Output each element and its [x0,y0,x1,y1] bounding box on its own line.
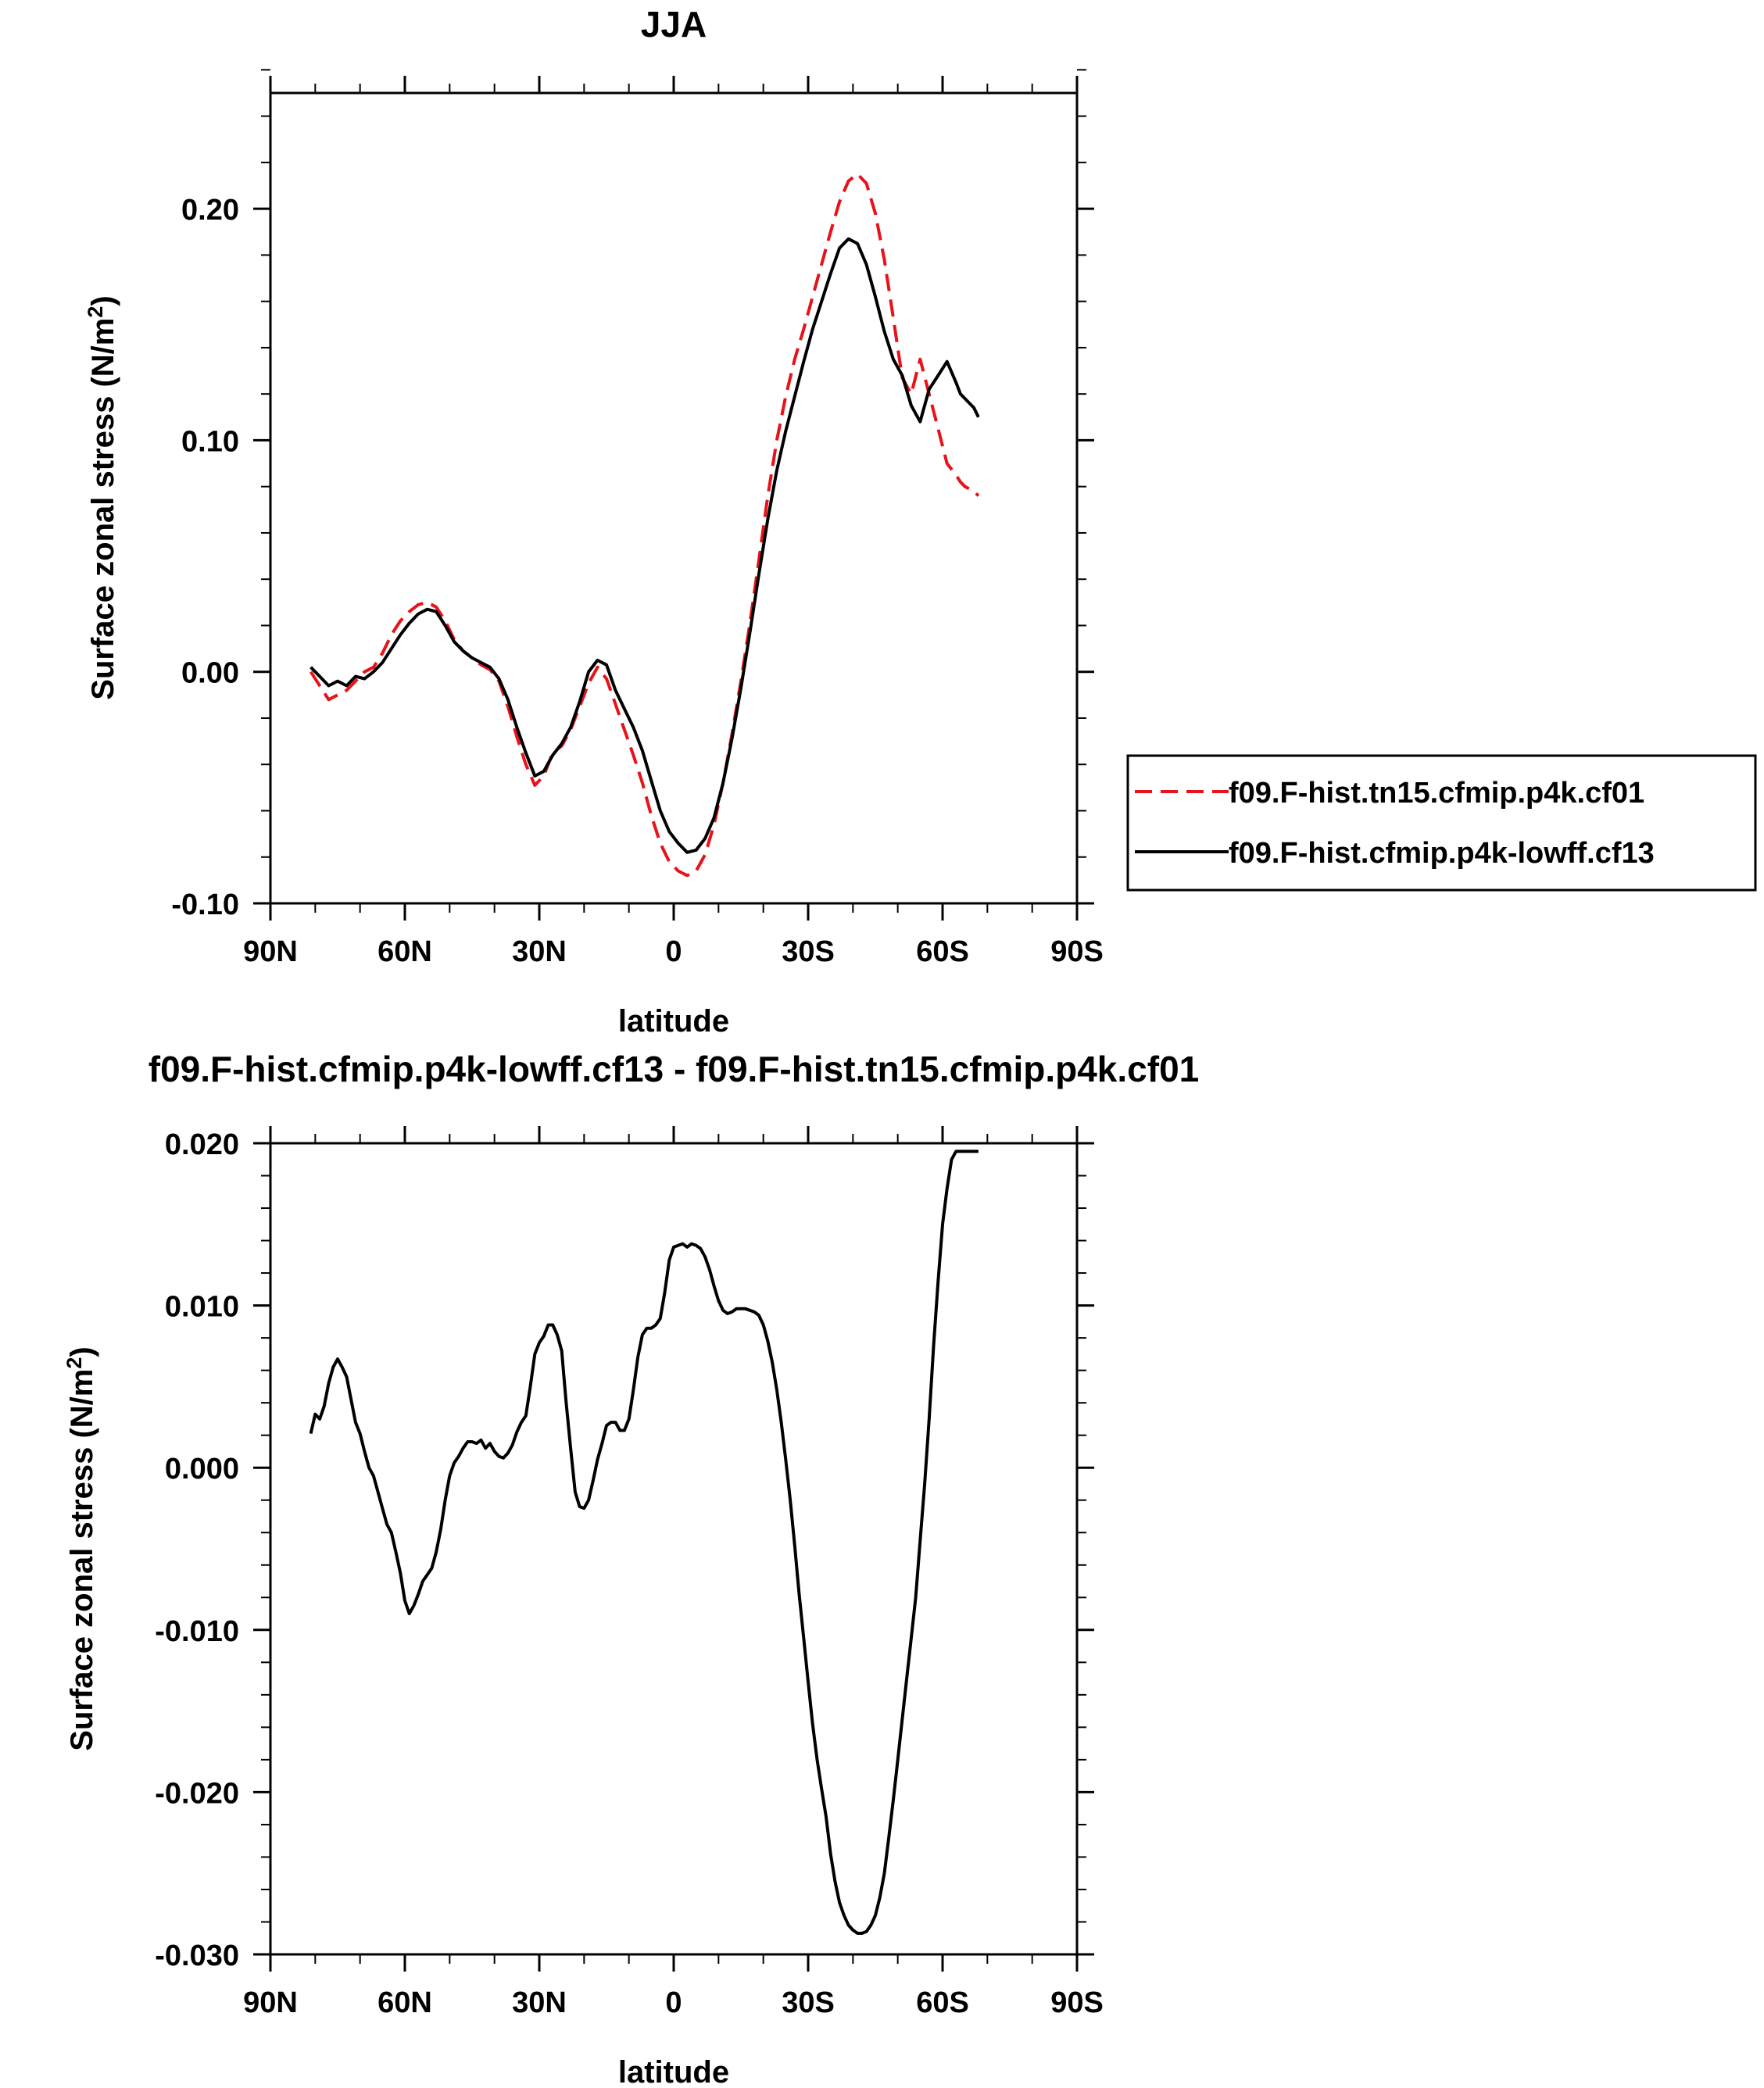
top-chart-y-axis-label-close: ) [86,295,120,306]
bottom-chart-y-axis-label-sup: 2 [63,1357,86,1369]
bottom-chart-x-tick-label: 30N [512,1986,567,2019]
bottom-chart-y-tick-label: 0.000 [165,1453,239,1486]
bottom-chart-y-tick-label: -0.020 [155,1777,239,1810]
top-chart-title: JJA [641,4,707,45]
top-chart-series-line-0 [309,172,980,878]
top-chart-lines [309,172,980,878]
bottom-chart-x-tick-label: 90N [243,1986,298,2019]
bottom-chart-x-tick-label: 60N [377,1986,432,2019]
top-chart-y-ticks: -0.10 0.00 0.10 0.20 [171,69,1094,921]
bottom-chart-x-axis-label: latitude [618,2055,729,2088]
legend-label-cf01: f09.F-hist.tn15.cfmip.p4k.cf01 [1229,777,1644,810]
top-chart-plot-frame [269,91,1079,905]
bottom-chart-title: f09.F-hist.cfmip.p4k-lowff.cf13 - f09.F-… [148,1049,1200,1089]
top-chart-x-tick-label: 0 [665,935,682,968]
top-chart-y-tick-label: 0.00 [181,657,239,690]
bottom-chart-x-tick-label: 30S [782,1986,835,2019]
top-chart-x-axis-label: latitude [618,1004,729,1039]
top-chart-series-line-1 [310,237,980,854]
top-chart: JJA -0.100.000.100.20 90N 60N 30N 0 30S 60S 90… [84,4,1757,1039]
top-chart-y-axis-label: Surface zonal stress (N/m2) [84,295,120,699]
top-chart-x-tick-label: 90N [243,935,298,968]
top-chart-y-tick-label: -0.10 [171,888,239,921]
bottom-chart-y-ticks: -0.030 -0.020 -0.010 0.000 0.010 0.020 [155,1128,1094,1972]
bottom-chart-x-ticks: 90N 60N 30N 0 30S 60S 90S [243,1126,1104,2019]
top-chart-x-tick-label: 30S [782,935,835,968]
bottom-chart-series-line-0 [309,1149,979,1935]
legend: f09.F-hist.tn15.cfmip.p4k.cf01 f09.F-his… [1126,754,1757,892]
top-chart-x-ticks: 90N 60N 30N 0 30S 60S 90S [243,76,1104,968]
bottom-chart: f09.F-hist.cfmip.p4k-lowff.cf13 - f09.F-… [63,1049,1199,2088]
top-chart-y-axis-label-main: Surface zonal stress (N/m [86,318,120,700]
bottom-chart-x-tick-label: 0 [665,1986,682,2019]
top-chart-x-tick-label: 30N [512,935,567,968]
top-chart-y-axis-label-sup: 2 [84,306,107,318]
top-chart-y-tick-label: 0.10 [181,425,239,458]
bottom-chart-x-tick-label: 60S [916,1986,969,2019]
top-chart-x-tick-label: 60S [916,935,969,968]
bottom-chart-plot-frame [269,1142,1079,1956]
top-chart-x-tick-label: 60N [377,935,432,968]
bottom-chart-x-tick-label: 90S [1050,1986,1104,2019]
legend-box [1126,754,1757,892]
bottom-chart-y-axis-label-main: Surface zonal stress (N/m [65,1369,99,1751]
bottom-chart-y-tick-label: 0.020 [165,1128,239,1161]
top-chart-x-tick-label: 90S [1050,935,1104,968]
bottom-chart-y-tick-label: -0.010 [155,1615,239,1648]
legend-label-cf13: f09.F-hist.cfmip.p4k-lowff.cf13 [1229,837,1655,870]
bottom-chart-y-axis-label: Surface zonal stress (N/m2) [63,1346,99,1750]
bottom-chart-y-tick-label: -0.030 [155,1940,239,1972]
bottom-chart-lines [309,1149,979,1935]
bottom-chart-y-tick-label: 0.010 [165,1291,239,1324]
top-chart-y-tick-label: 0.20 [181,194,239,227]
bottom-chart-y-axis-label-close: ) [65,1346,99,1357]
